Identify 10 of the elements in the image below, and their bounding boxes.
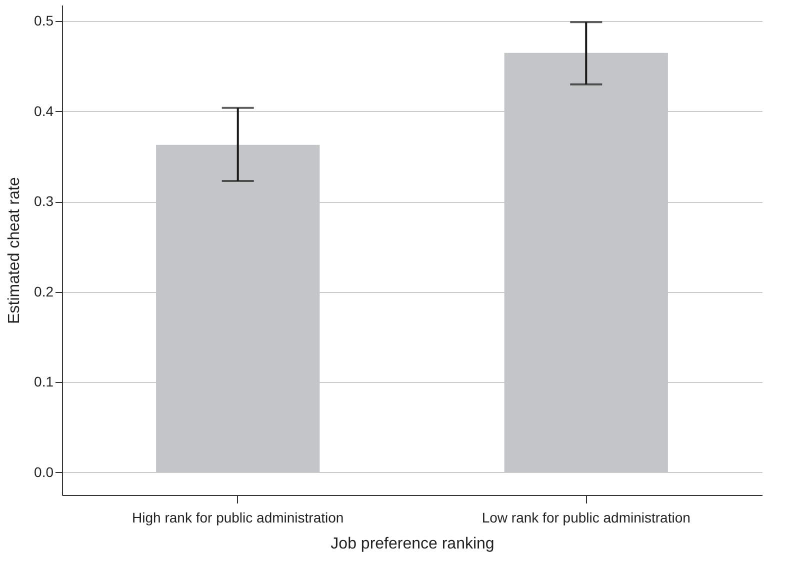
y-axis-title: Estimated cheat rate — [6, 177, 24, 324]
y-tick-label: 0.1 — [34, 374, 54, 390]
y-tick-label: 0.5 — [34, 12, 54, 29]
x-tick-label: Low rank for public administration — [482, 510, 690, 526]
y-tick-label: 0.0 — [34, 464, 54, 480]
x-axis-title: Job preference ranking — [330, 536, 494, 552]
y-tick-label: 0.2 — [34, 283, 54, 300]
y-tick-label: 0.3 — [34, 193, 54, 210]
x-tick-label: High rank for public administration — [132, 510, 344, 526]
y-tick-label: 0.4 — [34, 102, 54, 119]
